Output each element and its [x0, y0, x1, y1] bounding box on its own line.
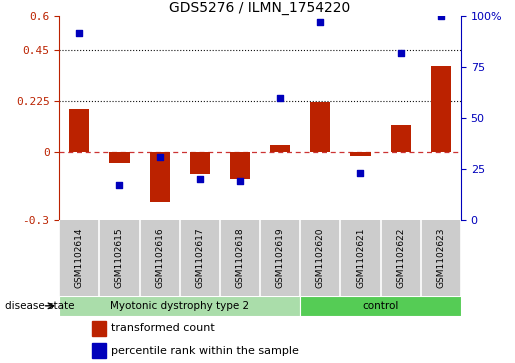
Text: GSM1102619: GSM1102619 — [276, 227, 285, 288]
Bar — [310, 102, 330, 152]
Bar — [93, 321, 106, 336]
Point — [75, 30, 83, 36]
Text: GSM1102617: GSM1102617 — [195, 227, 204, 288]
Point — [115, 182, 124, 188]
Bar — [270, 145, 290, 152]
Point — [236, 178, 244, 184]
Text: Myotonic dystrophy type 2: Myotonic dystrophy type 2 — [110, 301, 249, 311]
Point — [356, 170, 365, 176]
Bar — [149, 152, 169, 201]
Text: control: control — [363, 301, 399, 311]
Text: GSM1102623: GSM1102623 — [436, 228, 445, 288]
Bar — [109, 152, 129, 163]
Title: GDS5276 / ILMN_1754220: GDS5276 / ILMN_1754220 — [169, 1, 351, 15]
Point — [397, 50, 405, 56]
Bar — [93, 343, 106, 358]
Bar — [190, 152, 210, 175]
Point — [276, 95, 284, 101]
Text: disease state: disease state — [5, 301, 75, 311]
Point — [437, 13, 445, 19]
Text: GSM1102621: GSM1102621 — [356, 228, 365, 288]
Text: GSM1102614: GSM1102614 — [75, 228, 84, 288]
Text: GSM1102616: GSM1102616 — [155, 227, 164, 288]
Text: GSM1102618: GSM1102618 — [235, 227, 245, 288]
Point — [156, 154, 164, 159]
Bar — [59, 296, 300, 316]
Bar — [300, 296, 461, 316]
Bar — [69, 109, 89, 152]
Text: transformed count: transformed count — [111, 323, 215, 333]
Text: GSM1102622: GSM1102622 — [396, 228, 405, 288]
Text: percentile rank within the sample: percentile rank within the sample — [111, 346, 299, 356]
Point — [316, 20, 324, 25]
Bar — [431, 66, 451, 152]
Text: GSM1102620: GSM1102620 — [316, 228, 325, 288]
Text: GSM1102615: GSM1102615 — [115, 227, 124, 288]
Bar — [390, 125, 410, 152]
Bar — [230, 152, 250, 179]
Bar — [350, 152, 370, 156]
Point — [196, 176, 204, 182]
